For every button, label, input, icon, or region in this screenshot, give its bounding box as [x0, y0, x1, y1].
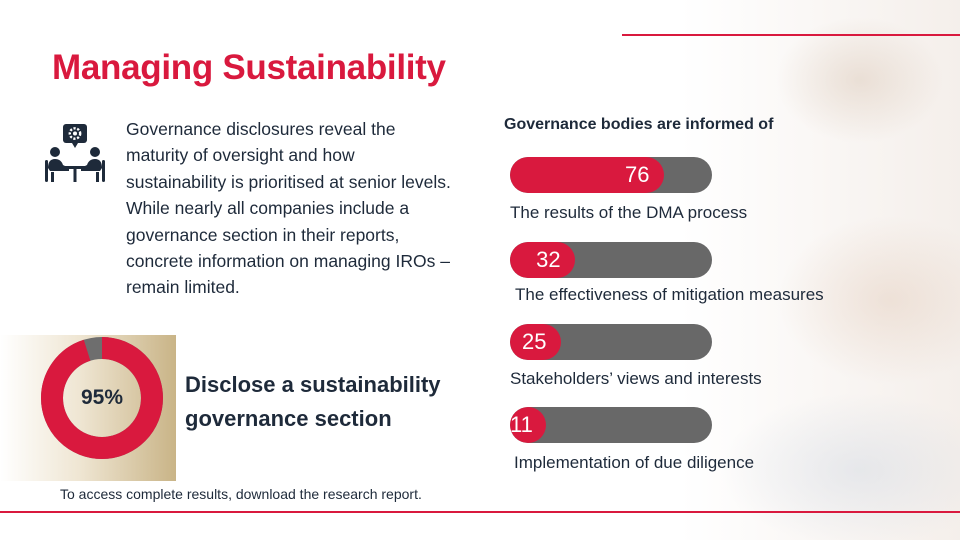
bar-value: 32	[536, 247, 561, 272]
footnote: To access complete results, download the…	[60, 486, 422, 502]
percentage-donut	[41, 337, 163, 459]
top-divider	[622, 34, 960, 36]
bar-fill	[510, 242, 575, 278]
bar-caption: The results of the DMA process	[510, 203, 748, 222]
page-title: Managing Sustainability	[52, 48, 446, 87]
bar-value: 11	[510, 412, 533, 437]
bar-caption: Stakeholders’ views and interests	[510, 369, 762, 388]
bar-track: 76	[510, 157, 712, 193]
governance-heading: Governance bodies are informed of	[504, 116, 774, 133]
bar-track: 25	[510, 324, 712, 360]
bar-track: 32	[510, 242, 712, 278]
meeting-gear-icon	[42, 122, 108, 186]
bar-caption: Implementation of due diligence	[514, 453, 755, 472]
bar-caption: The effectiveness of mitigation measures	[515, 285, 824, 304]
bar-track: 11	[510, 407, 712, 443]
intro-paragraph: Governance disclosures reveal the maturi…	[126, 119, 451, 298]
bar-fill	[510, 157, 664, 193]
highlight-text: Disclose a sustainability governance sec…	[185, 372, 441, 431]
bar-value: 76	[625, 162, 650, 187]
bar-fill	[510, 407, 546, 443]
bar-value: 25	[522, 329, 547, 354]
bar-fill	[510, 324, 561, 360]
donut-percent-label: 95%	[80, 386, 124, 409]
bottom-divider	[0, 511, 960, 513]
